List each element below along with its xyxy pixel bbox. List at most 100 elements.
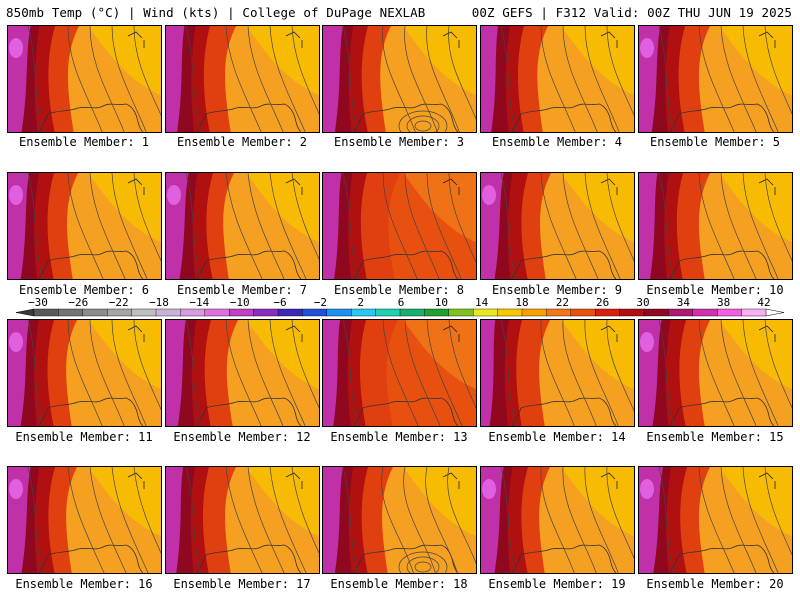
colorbar-tick-label: 34	[677, 296, 691, 309]
colorbar-swatch	[741, 308, 767, 317]
ensemble-map-panel	[322, 172, 477, 280]
map-title: 850mb Temp (°C) | Wind (kts) | College o…	[6, 5, 426, 20]
colorbar-tick-label: 6	[398, 296, 405, 309]
temperature-map	[8, 173, 161, 279]
colorbar-swatch	[448, 308, 474, 317]
ensemble-member-label: Ensemble Member: 4	[491, 135, 623, 149]
colorbar-swatch	[131, 308, 157, 317]
temperature-map	[166, 320, 319, 426]
ensemble-map-panel	[322, 319, 477, 427]
temperature-map	[323, 320, 476, 426]
colorbar-swatch	[82, 308, 108, 317]
temperature-map	[481, 26, 634, 132]
ensemble-map-panel	[7, 172, 162, 280]
colorbar-swatch	[351, 308, 377, 317]
ensemble-member-label: Ensemble Member: 6	[18, 283, 150, 297]
temperature-map	[8, 467, 161, 573]
colorbar-tick-label: 26	[596, 296, 609, 309]
temperature-map	[166, 26, 319, 132]
colorbar-swatch	[253, 308, 279, 317]
temperature-map	[8, 320, 161, 426]
ensemble-member-label: Ensemble Member: 18	[330, 577, 468, 591]
colorbar-swatch	[717, 308, 743, 317]
ensemble-map-panel	[638, 319, 793, 427]
ensemble-member-label: Ensemble Member: 7	[176, 283, 308, 297]
colorbar-tick-label: 38	[717, 296, 730, 309]
colorbar-tick-label: −26	[68, 296, 88, 309]
temperature-map	[323, 467, 476, 573]
temperature-map	[639, 467, 792, 573]
colorbar-swatch	[277, 308, 303, 317]
ensemble-map-panel	[7, 25, 162, 133]
ensemble-map-panel	[480, 466, 635, 574]
temperature-map	[639, 320, 792, 426]
ensemble-member-label: Ensemble Member: 15	[646, 430, 784, 444]
ensemble-map-panel	[480, 172, 635, 280]
temperature-map	[639, 26, 792, 132]
colorbar-tick-label: −10	[230, 296, 250, 309]
temperature-map	[8, 26, 161, 132]
ensemble-member-label: Ensemble Member: 2	[176, 135, 308, 149]
ensemble-map-panel	[165, 319, 320, 427]
ensemble-map-panel	[638, 172, 793, 280]
ensemble-member-label: Ensemble Member: 20	[646, 577, 784, 591]
ensemble-map-panel	[165, 466, 320, 574]
temperature-map	[639, 173, 792, 279]
ensemble-map-panel	[638, 25, 793, 133]
ensemble-member-label: Ensemble Member: 1	[18, 135, 150, 149]
colorbar-swatch	[570, 308, 596, 317]
temperature-map	[323, 26, 476, 132]
colorbar-tick-label: −14	[189, 296, 209, 309]
ensemble-map-panel	[165, 25, 320, 133]
ensemble-map-panel	[7, 319, 162, 427]
ensemble-map-panel	[638, 466, 793, 574]
colorbar-min-arrow	[15, 308, 35, 317]
colorbar-swatch	[424, 308, 450, 317]
colorbar-swatch	[326, 308, 352, 317]
temperature-map	[481, 320, 634, 426]
colorbar-tick-label: 10	[435, 296, 448, 309]
colorbar-swatch	[155, 308, 181, 317]
colorbar-swatch	[302, 308, 328, 317]
ensemble-member-label: Ensemble Member: 8	[333, 283, 465, 297]
colorbar-swatch	[595, 308, 621, 317]
ensemble-map-panel	[165, 172, 320, 280]
colorbar-tick-label: 18	[515, 296, 528, 309]
colorbar-swatch	[204, 308, 230, 317]
ensemble-member-label: Ensemble Member: 11	[15, 430, 153, 444]
colorbar-swatch	[521, 308, 547, 317]
ensemble-member-label: Ensemble Member: 19	[488, 577, 626, 591]
temperature-colorbar: −30 −26 −22 −18 −14 −10 −6 −2 2 6 10 14 18 22 26 30 34 38…	[15, 296, 785, 317]
ensemble-member-label: Ensemble Member: 12	[173, 430, 311, 444]
colorbar-swatch	[106, 308, 133, 317]
ensemble-map-panel	[7, 466, 162, 574]
ensemble-map-panel	[322, 25, 477, 133]
ensemble-member-label: Ensemble Member: 13	[330, 430, 468, 444]
colorbar-tick-label: 42	[757, 296, 770, 309]
colorbar-swatch	[180, 308, 206, 317]
temperature-map	[481, 467, 634, 573]
colorbar-swatch	[692, 308, 718, 317]
temperature-map	[166, 173, 319, 279]
colorbar-swatch	[546, 308, 572, 317]
ensemble-member-label: Ensemble Member: 17	[173, 577, 311, 591]
temperature-map	[166, 467, 319, 573]
ensemble-member-label: Ensemble Member: 5	[649, 135, 781, 149]
colorbar-tick-label: 22	[556, 296, 569, 309]
colorbar-tick-label: 2	[357, 296, 364, 309]
colorbar-tick-label: −22	[109, 296, 129, 309]
colorbar-swatch	[643, 308, 669, 317]
colorbar-tick-label: 14	[475, 296, 489, 309]
colorbar-swatch	[58, 308, 84, 317]
colorbar-tick-label: −30	[28, 296, 48, 309]
colorbar-swatch	[473, 308, 499, 317]
temperature-map	[481, 173, 634, 279]
ensemble-map-panel	[480, 25, 635, 133]
colorbar-max-arrow	[765, 308, 785, 317]
colorbar-swatch	[375, 308, 401, 317]
colorbar-tick-label: 30	[636, 296, 649, 309]
colorbar-tick-label: −6	[273, 296, 286, 309]
colorbar-swatch	[668, 308, 694, 317]
ensemble-member-label: Ensemble Member: 16	[15, 577, 153, 591]
colorbar-tick-label: −18	[149, 296, 169, 309]
